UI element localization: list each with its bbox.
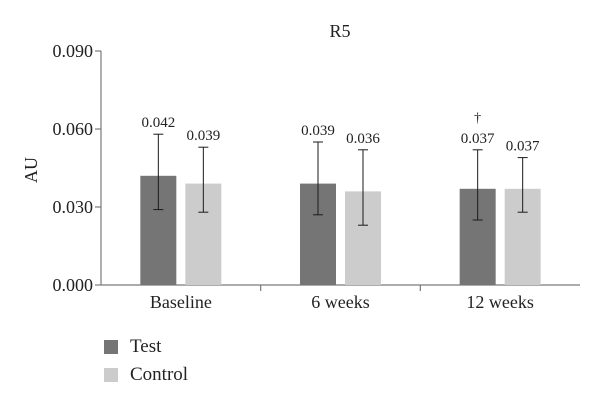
legend-item-test: Test <box>104 336 161 358</box>
data-label: 0.042 <box>141 115 175 131</box>
x-tick-label: Baseline <box>150 292 212 312</box>
data-label: 0.036 <box>346 131 380 147</box>
legend-item-control: Control <box>104 364 188 386</box>
x-tick-label: 6 weeks <box>311 292 369 312</box>
bars: 0.042 0.039 0.039 0.036 0.037 0.037 † <box>140 111 541 285</box>
x-tick-label: 12 weeks <box>466 292 533 312</box>
legend-swatch-control <box>104 368 118 382</box>
y-tick-label: 0.060 <box>53 119 94 139</box>
legend-swatch-test <box>104 340 118 354</box>
y-axis-label: AU <box>21 157 41 183</box>
data-label: 0.039 <box>186 128 220 144</box>
chart-title: R5 <box>329 21 350 41</box>
legend-label-test: Test <box>130 336 162 357</box>
legend-label-control: Control <box>130 364 189 385</box>
annotation-dagger: † <box>474 111 481 126</box>
axes: 0.000 0.030 0.060 0.090 Baseline 6 weeks 12 we… <box>53 41 580 312</box>
y-tick-label: 0.090 <box>53 41 94 61</box>
y-tick-label: 0.000 <box>53 275 94 295</box>
data-label: 0.039 <box>301 123 335 139</box>
y-tick-label: 0.030 <box>53 197 94 217</box>
data-label: 0.037 <box>461 131 495 147</box>
data-label: 0.037 <box>506 139 540 155</box>
